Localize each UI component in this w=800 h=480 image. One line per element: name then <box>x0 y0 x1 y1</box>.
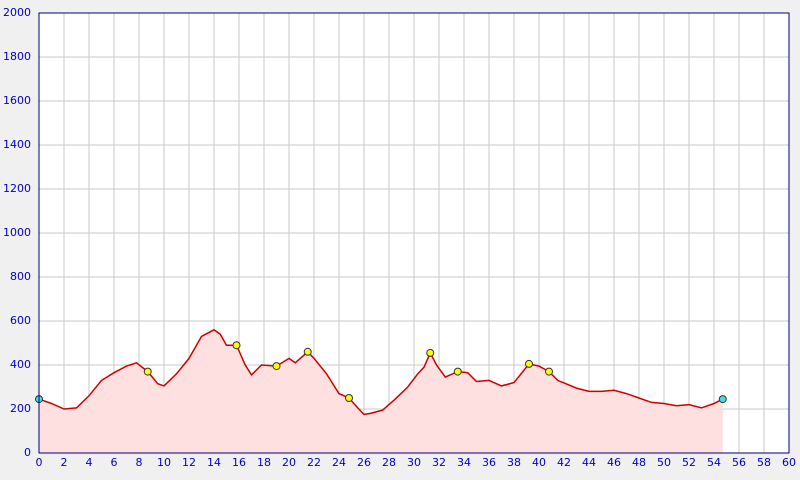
x-tick-label: 56 <box>732 456 746 469</box>
y-tick-label: 600 <box>10 314 31 327</box>
waypoint-marker <box>545 367 553 376</box>
x-tick-label: 2 <box>61 456 68 469</box>
x-tick-label: 48 <box>632 456 646 469</box>
x-tick-label: 32 <box>432 456 446 469</box>
x-tick-label: 46 <box>607 456 621 469</box>
waypoint-marker <box>143 367 152 376</box>
waypoint-marker <box>303 347 312 356</box>
x-tick-label: 16 <box>232 456 246 469</box>
waypoint-marker <box>345 394 353 402</box>
x-tick-label: 52 <box>682 456 696 469</box>
y-tick-label: 2000 <box>3 6 31 19</box>
x-tick-label: 40 <box>532 456 546 469</box>
x-tick-label: 50 <box>657 456 671 469</box>
x-tick-label: 36 <box>482 456 496 469</box>
x-tick-label: 28 <box>382 456 396 469</box>
x-tick-label: 4 <box>86 456 93 469</box>
x-tick-label: 54 <box>707 456 721 469</box>
x-tick-label: 38 <box>507 456 521 469</box>
waypoint-marker <box>272 362 281 371</box>
y-tick-label: 1600 <box>3 94 31 107</box>
y-tick-label: 400 <box>10 358 31 371</box>
x-tick-label: 42 <box>557 456 571 469</box>
y-tick-label: 1200 <box>3 182 31 195</box>
x-tick-label: 24 <box>332 456 346 469</box>
y-tick-label: 200 <box>10 402 31 415</box>
waypoint-marker <box>426 348 435 357</box>
x-tick-label: 44 <box>582 456 596 469</box>
y-tick-label: 1800 <box>3 50 31 63</box>
x-tick-label: 12 <box>182 456 196 469</box>
x-tick-label: 20 <box>282 456 296 469</box>
x-tick-label: 22 <box>307 456 321 469</box>
y-tick-label: 1000 <box>3 226 31 239</box>
elevation-line <box>38 328 724 416</box>
waypoint-marker <box>718 395 727 404</box>
y-tick-label: 800 <box>10 270 31 283</box>
x-tick-label: 34 <box>457 456 471 469</box>
plot-border <box>38 12 790 454</box>
x-tick-label: 18 <box>257 456 271 469</box>
y-tick-label: 0 <box>24 446 31 459</box>
x-tick-label: 26 <box>357 456 371 469</box>
waypoint-marker <box>453 367 462 376</box>
area-fill <box>39 329 723 453</box>
waypoint-marker <box>525 359 533 368</box>
x-tick-label: 58 <box>757 456 771 469</box>
x-tick-label: 10 <box>157 456 171 469</box>
y-tick-label: 1400 <box>3 138 31 151</box>
x-tick-label: 6 <box>111 456 118 469</box>
x-tick-label: 30 <box>407 456 421 469</box>
x-tick-label: 8 <box>136 456 143 469</box>
waypoint-marker <box>232 341 241 350</box>
x-tick-label: 14 <box>207 456 221 469</box>
x-tick-label: 60 <box>782 456 796 469</box>
x-tick-label: 0 <box>36 456 43 469</box>
